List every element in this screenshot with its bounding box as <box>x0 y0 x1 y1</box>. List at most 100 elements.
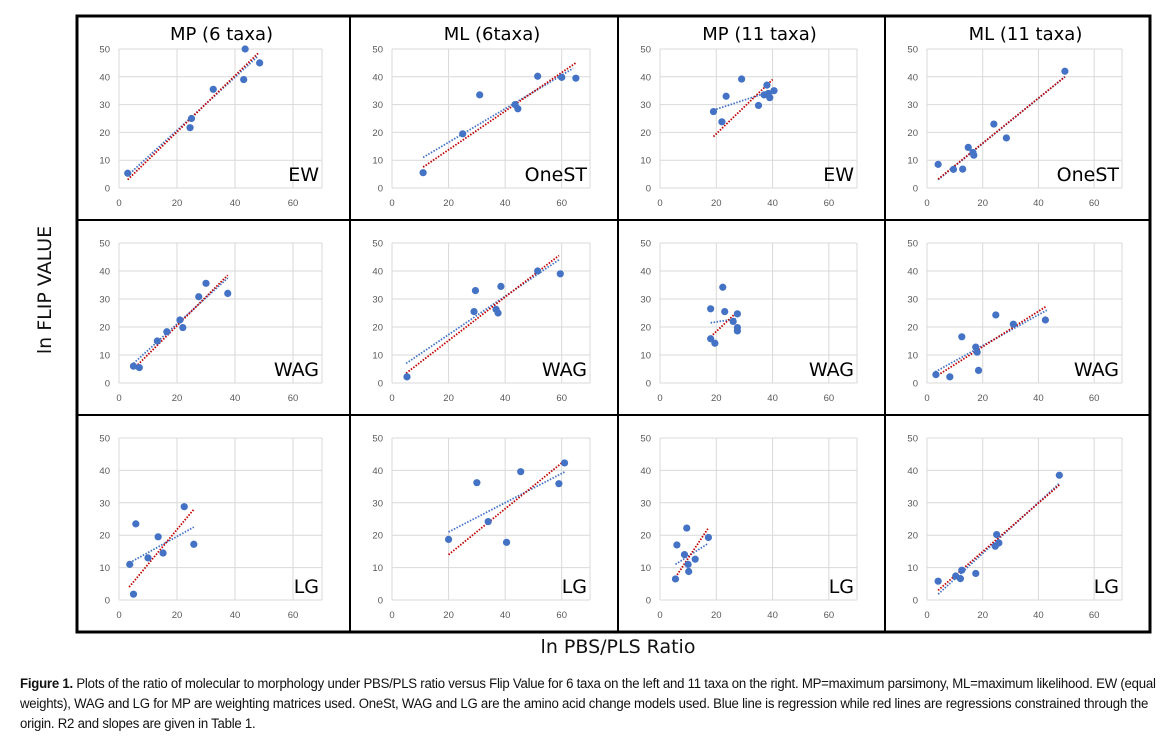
y-tick-label: 40 <box>907 72 918 83</box>
panel-1-2: 0 10 20 30 40 50 0 20 40 60 ML (6taxa) OneST <box>372 24 591 209</box>
x-tick-label: 20 <box>711 610 722 621</box>
x-tick-label: 0 <box>657 610 662 621</box>
data-point <box>129 590 138 598</box>
data-point <box>946 373 954 381</box>
data-point <box>555 480 563 488</box>
x-tick-label: 60 <box>1089 393 1100 404</box>
y-tick-label: 40 <box>907 267 918 278</box>
data-point <box>202 279 210 287</box>
model-label: LG <box>829 576 854 598</box>
y-tick-label: 10 <box>640 156 651 167</box>
panel-2-3: 0 10 20 30 40 50 0 20 40 60 WAG <box>640 239 858 404</box>
x-tick-label: 60 <box>824 610 835 621</box>
y-tick-label: 40 <box>907 466 918 477</box>
data-point <box>671 575 680 583</box>
y-tick-label: 10 <box>907 156 918 167</box>
origin-regression-line <box>937 76 1066 180</box>
data-point <box>186 124 194 132</box>
panel-3-1: 0 10 20 30 40 50 0 20 40 60 LG <box>99 434 323 621</box>
y-tick-label: 0 <box>646 379 651 390</box>
regression-line <box>422 67 574 159</box>
data-point <box>560 459 569 467</box>
data-point <box>970 151 978 159</box>
x-tick-label: 0 <box>389 610 394 621</box>
x-tick-label: 20 <box>443 198 454 209</box>
data-point <box>704 533 713 542</box>
data-point <box>470 308 478 316</box>
data-point <box>709 107 718 116</box>
y-tick-label: 10 <box>907 351 918 362</box>
data-point <box>556 270 564 278</box>
y-tick-label: 0 <box>105 596 110 607</box>
y-tick-label: 50 <box>907 434 918 445</box>
data-point <box>974 366 983 374</box>
panel-1-3: 0 10 20 30 40 50 0 20 40 60 MP (11 taxa) EW <box>640 24 858 209</box>
x-tick-label: 0 <box>657 393 662 404</box>
y-tick-label: 0 <box>913 184 918 195</box>
data-point <box>124 169 132 177</box>
origin-regression-line <box>710 310 739 338</box>
x-axis-label: ln PBS/PLS Ratio <box>540 636 696 658</box>
y-tick-label: 50 <box>907 45 918 56</box>
x-tick-label: 60 <box>1089 198 1100 209</box>
x-tick-label: 40 <box>767 610 778 621</box>
model-label: EW <box>288 164 319 186</box>
panel-title: ML (11 taxa) <box>969 24 1083 45</box>
y-tick-label: 20 <box>99 323 110 334</box>
y-tick-label: 0 <box>913 379 918 390</box>
x-tick-label: 0 <box>116 198 121 209</box>
data-point <box>129 362 138 370</box>
x-tick-label: 20 <box>443 393 454 404</box>
model-label: LG <box>1094 576 1119 598</box>
data-point <box>135 364 143 372</box>
y-tick-label: 40 <box>99 267 110 278</box>
regression-line <box>129 526 195 564</box>
y-tick-label: 10 <box>372 351 383 362</box>
data-point <box>972 569 980 578</box>
panel-3-3: 0 10 20 30 40 50 0 20 40 60 LG <box>640 434 858 621</box>
data-point <box>995 539 1003 547</box>
data-point <box>691 555 699 563</box>
data-point <box>1055 471 1063 479</box>
data-point <box>558 73 566 81</box>
y-tick-label: 50 <box>372 434 383 445</box>
x-tick-label: 60 <box>556 393 567 404</box>
x-tick-label: 40 <box>767 198 778 209</box>
y-tick-label: 0 <box>646 184 651 195</box>
data-point <box>718 118 726 126</box>
outer-frame <box>75 14 1152 634</box>
regression-line <box>448 471 565 533</box>
model-label: WAG <box>542 359 587 381</box>
y-tick-label: 30 <box>99 100 110 111</box>
data-point <box>958 333 966 341</box>
data-point <box>707 335 715 343</box>
data-point <box>707 305 715 313</box>
model-label: WAG <box>1074 359 1119 381</box>
data-point <box>729 317 737 325</box>
data-point <box>187 114 196 123</box>
panel-title: MP (6 taxa) <box>170 24 273 45</box>
x-tick-label: 40 <box>230 198 241 209</box>
y-tick-label: 0 <box>378 184 383 195</box>
y-tick-label: 30 <box>907 100 918 111</box>
x-tick-label: 0 <box>924 610 929 621</box>
data-point <box>934 577 942 585</box>
data-point <box>256 59 264 67</box>
model-label: WAG <box>274 359 319 381</box>
data-point <box>683 524 691 532</box>
data-point <box>534 267 542 275</box>
y-tick-label: 10 <box>640 563 651 574</box>
y-tick-label: 10 <box>99 351 110 362</box>
x-tick-label: 20 <box>172 610 183 621</box>
x-tick-label: 40 <box>230 393 241 404</box>
data-point <box>956 575 965 583</box>
figure-caption: Figure 1. Plots of the ratio of molecula… <box>20 674 1159 734</box>
data-point <box>517 468 525 476</box>
y-tick-label: 20 <box>640 531 651 542</box>
data-point <box>132 520 140 528</box>
y-tick-label: 20 <box>640 323 651 334</box>
data-point <box>722 92 730 100</box>
y-tick-label: 30 <box>640 100 651 111</box>
data-point <box>685 567 693 576</box>
y-tick-label: 20 <box>907 323 918 334</box>
